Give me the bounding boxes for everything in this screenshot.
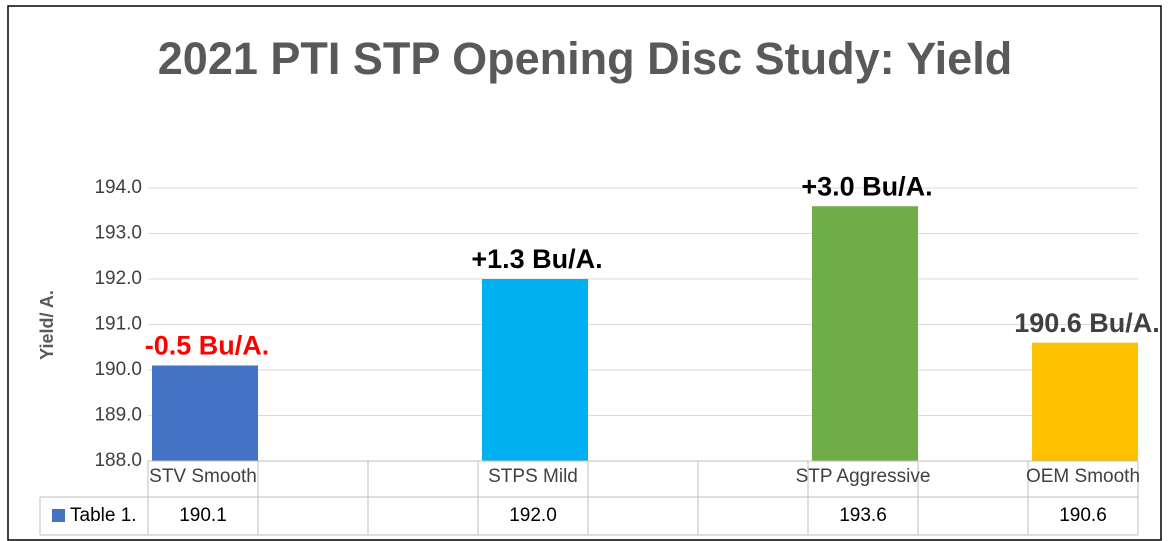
y-tick-label: 194.0 bbox=[94, 177, 142, 198]
annotation: +1.3 Bu/A. bbox=[471, 244, 602, 274]
table-cell: 190.1 bbox=[179, 505, 227, 526]
y-tick-label: 189.0 bbox=[94, 405, 142, 426]
y-tick-label: 188.0 bbox=[94, 450, 142, 471]
y-tick-label: 190.0 bbox=[94, 359, 142, 380]
annotation: 190.6 Bu/A. bbox=[1014, 308, 1160, 338]
x-tick-label: OEM Smooth bbox=[1026, 466, 1140, 487]
x-tick-label: STP Aggressive bbox=[796, 466, 931, 487]
y-tick-label: 191.0 bbox=[94, 314, 142, 335]
bar bbox=[152, 365, 258, 461]
annotation: +3.0 Bu/A. bbox=[801, 171, 932, 201]
y-tick-label: 193.0 bbox=[94, 223, 142, 244]
chart-title: 2021 PTI STP Opening Disc Study: Yield bbox=[158, 33, 1012, 84]
bar bbox=[482, 279, 588, 461]
bar bbox=[1032, 342, 1138, 461]
annotation: -0.5 Bu/A. bbox=[145, 331, 270, 361]
legend-label: Table 1. bbox=[70, 505, 137, 526]
y-axis-label: Yield/ A. bbox=[37, 290, 57, 360]
legend-key bbox=[52, 509, 65, 522]
bar bbox=[812, 206, 918, 461]
table-cell: 192.0 bbox=[509, 505, 557, 526]
table-cell: 193.6 bbox=[839, 505, 887, 526]
x-tick-label: STV Smooth bbox=[149, 466, 257, 487]
y-tick-label: 192.0 bbox=[94, 268, 142, 289]
x-tick-label: STPS Mild bbox=[488, 466, 578, 487]
table-cell: 190.6 bbox=[1059, 505, 1107, 526]
